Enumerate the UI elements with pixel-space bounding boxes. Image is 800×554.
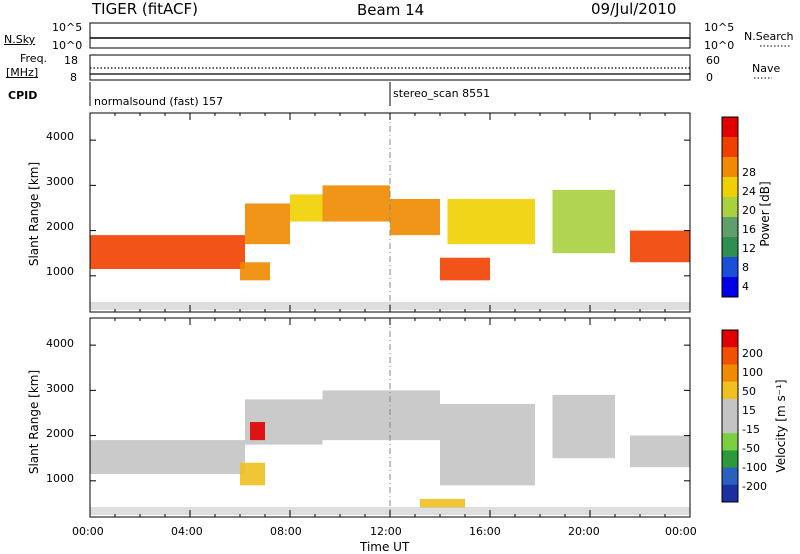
power-region-9 (240, 262, 270, 281)
power-region-5 (440, 257, 490, 281)
beam-title: Beam 14 (357, 1, 425, 19)
power-cbar-tick-28: 28 (742, 166, 756, 179)
power-colorbar-swatch-2 (722, 157, 738, 178)
power-colorbar-swatch-5 (722, 217, 738, 238)
radar-title: TIGER (fitACF) (92, 0, 199, 18)
velocity-panel (89, 317, 691, 518)
velocity-region-7 (240, 462, 265, 486)
power-colorbar-swatch-0 (722, 117, 738, 138)
xtick-04: 04:00 (171, 525, 203, 538)
nsky-frame (89, 22, 691, 49)
velocity-region-2 (250, 422, 265, 441)
power-region-0 (90, 235, 245, 270)
power-ytick-2000: 2000 (46, 220, 74, 233)
freq-top-tick: 18 (64, 54, 78, 67)
power-region-2 (290, 194, 323, 222)
power-region-4 (390, 198, 440, 236)
velocity-colorbar-swatch-1 (722, 347, 738, 365)
nave-bottom-tick: 0 (706, 71, 713, 84)
xtick-20: 20:00 (568, 525, 600, 538)
velocity-region-5 (552, 394, 615, 459)
nsearch-bottom-tick: 10^0 (704, 39, 735, 52)
vel-cbar-tick-100: 100 (742, 366, 763, 379)
power-region-8 (630, 230, 690, 263)
power-colorbar-swatch-3 (722, 177, 738, 198)
velocity-colorbar-swatch-0 (722, 330, 738, 348)
cpid-label: CPID (8, 89, 38, 102)
velocity-ytick-2000: 2000 (46, 427, 74, 440)
nsearch-top-tick: 10^5 (704, 21, 735, 34)
power-panel (89, 112, 691, 313)
velocity-colorbar-swatch-5 (722, 416, 738, 434)
vel-cbar-tick-15: 15 (742, 404, 756, 417)
power-cbar-tick-16: 16 (742, 223, 756, 236)
velocity-region-0 (90, 440, 245, 475)
power-region-7 (552, 189, 615, 254)
vel-cbar-tick-m50: -50 (742, 442, 760, 455)
velocity-region-4 (440, 403, 535, 486)
power-cbar-tick-24: 24 (742, 185, 756, 198)
nave-top-tick: 60 (706, 54, 720, 67)
colorbars (721, 116, 739, 503)
xtick-00-end: 00:00 (665, 525, 697, 538)
nsky-bottom-tick: 10^0 (52, 39, 83, 52)
velocity-colorbar-swatch-8 (722, 467, 738, 486)
power-cbar-tick-8: 8 (742, 261, 749, 274)
velocity-colorbar-swatch-2 (722, 364, 738, 383)
nsearch-label: N.Search (744, 30, 794, 43)
vel-cbar-tick-50: 50 (742, 385, 756, 398)
summary-panels (89, 22, 790, 106)
freq-frame (89, 54, 691, 81)
freq-bottom-tick: 8 (70, 71, 77, 84)
xaxis-label: Time UT (360, 540, 410, 554)
power-region-1 (245, 203, 290, 245)
xtick-12: 12:00 (370, 525, 402, 538)
velocity-region-8 (420, 498, 465, 508)
power-colorbar-frame (721, 116, 739, 298)
freq-unit-label: [MHz] (6, 66, 39, 79)
xtick-16: 16:00 (469, 525, 501, 538)
velocity-ytick-3000: 3000 (46, 382, 74, 395)
velocity-ytick-1000: 1000 (46, 472, 74, 485)
power-region-6 (447, 198, 535, 245)
velocity-colorbar-swatch-9 (722, 484, 738, 503)
velocity-colorbar-swatch-3 (722, 381, 738, 400)
power-cbar-tick-4: 4 (742, 280, 749, 293)
velocity-colorbar-frame (721, 329, 739, 503)
power-cbar-tick-12: 12 (742, 242, 756, 255)
velocity-ytick-4000: 4000 (46, 337, 74, 350)
power-colorbar-swatch-4 (722, 197, 738, 218)
nsky-label: N.Sky (4, 33, 36, 46)
power-colorbar-swatch-8 (722, 277, 738, 298)
date-title: 09/Jul/2010 (591, 0, 677, 18)
nave-label: Nave (752, 62, 781, 75)
velocity-region-3 (322, 390, 440, 441)
vel-cbar-tick-m100: -100 (742, 461, 767, 474)
vel-cbar-tick-m200: -200 (742, 480, 767, 493)
nsky-top-tick: 10^5 (52, 21, 83, 34)
xtick-00-start: 00:00 (72, 525, 104, 538)
vel-cbar-tick-200: 200 (742, 347, 763, 360)
power-colorbar-swatch-7 (722, 257, 738, 278)
velocity-colorbar-swatch-7 (722, 450, 738, 469)
cpid-normalsound: normalsound (fast) 157 (94, 95, 224, 108)
vel-cbar-tick-m15: -15 (742, 423, 760, 436)
freq-label: Freq. (20, 52, 48, 65)
xtick-08: 08:00 (270, 525, 302, 538)
power-colorbar-swatch-6 (722, 237, 738, 258)
velocity-colorbar-swatch-6 (722, 433, 738, 451)
power-ytick-1000: 1000 (46, 265, 74, 278)
power-colorbar-swatch-1 (722, 137, 738, 158)
velocity-region-6 (630, 435, 690, 468)
power-cbar-tick-20: 20 (742, 204, 756, 217)
power-ytick-4000: 4000 (46, 130, 74, 143)
cpid-stereo-scan: stereo_scan 8551 (393, 87, 491, 100)
power-region-3 (322, 185, 390, 222)
velocity-colorbar-swatch-4 (722, 398, 738, 417)
power-ytick-3000: 3000 (46, 175, 74, 188)
